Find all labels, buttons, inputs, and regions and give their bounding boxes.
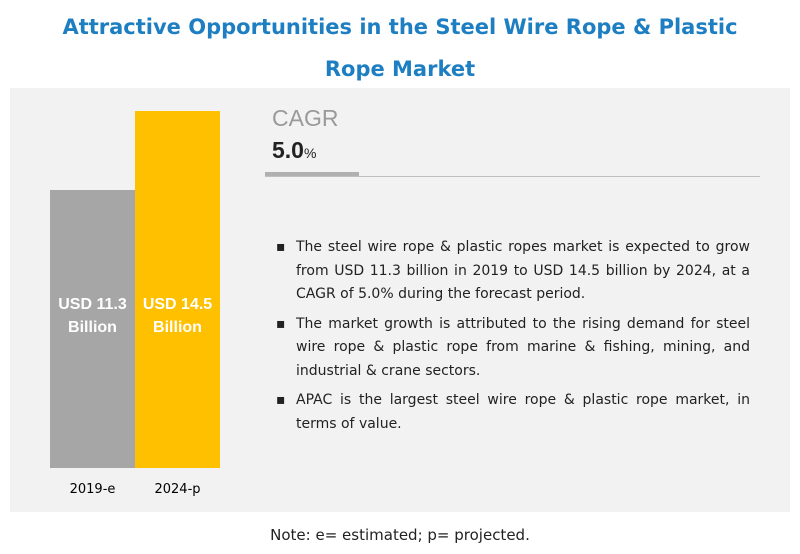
bullet: APAC is the largest steel wire rope & pl… [270,389,750,436]
chart-title: Attractive Opportunities in the Steel Wi… [62,15,738,81]
divider [265,172,359,177]
bar [135,111,220,468]
value-label: USD 11.3 Billion [58,296,127,336]
bar [50,189,135,468]
cagr-number: 5.0 [272,137,304,163]
cagr-unit: % [303,145,317,161]
divider [265,176,760,177]
bullet-list: The steel wire rope & plastic ropes mark… [270,236,750,442]
cagr-label: CAGR [272,105,339,131]
x-tick-label: 2019-e [69,482,116,497]
cagr-value: 5.0% [272,137,316,164]
bullet: The market growth is attributed to the r… [270,313,750,384]
value-label: USD 14.5 Billion [142,296,213,336]
footnote: Note: e= estimated; p= projected. [270,526,530,544]
bullet: The steel wire rope & plastic ropes mark… [270,236,750,307]
x-tick-label: 2024-p [154,482,201,497]
